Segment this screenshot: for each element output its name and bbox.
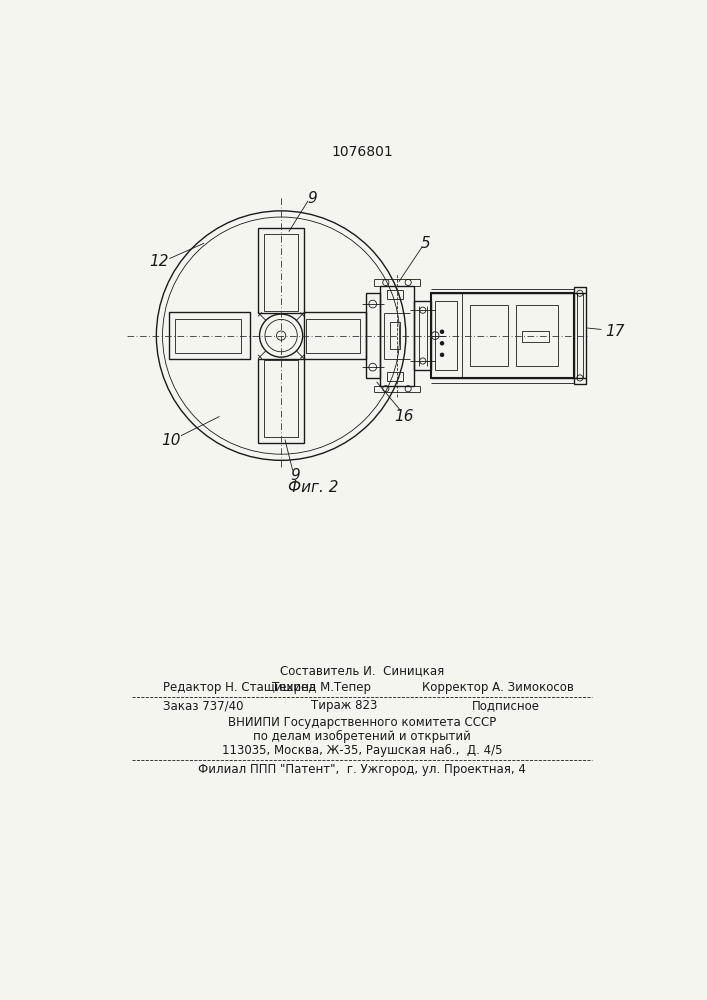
Text: Техред М.Тепер: Техред М.Тепер [271, 681, 370, 694]
Text: Филиал ППП "Патент",  г. Ужгород, ул. Проектная, 4: Филиал ППП "Патент", г. Ужгород, ул. Про… [198, 763, 526, 776]
Bar [258, 359, 304, 443]
Bar [431, 293, 573, 378]
Bar [264, 234, 298, 311]
Text: 10: 10 [161, 433, 181, 448]
Bar [380, 286, 414, 386]
Text: 16: 16 [395, 409, 414, 424]
Circle shape [440, 353, 443, 356]
Text: Заказ 737/40: Заказ 737/40 [163, 699, 244, 712]
Bar [304, 312, 366, 359]
Bar [522, 331, 549, 342]
Circle shape [440, 342, 443, 345]
Bar [170, 312, 250, 359]
Bar [469, 305, 508, 366]
Text: 12: 12 [150, 254, 169, 269]
Text: Корректор А. Зимокосов: Корректор А. Зимокосов [422, 681, 574, 694]
Text: 17: 17 [605, 324, 625, 339]
Bar [264, 360, 298, 437]
Bar [387, 372, 403, 381]
Text: ВНИИПИ Государственного комитета СССР: ВНИИПИ Государственного комитета СССР [228, 716, 496, 729]
Bar [390, 322, 399, 349]
Text: 9: 9 [290, 468, 300, 483]
Text: Тираж 823: Тираж 823 [311, 699, 378, 712]
Text: 1076801: 1076801 [331, 145, 393, 159]
Text: по делам изобретений и открытий: по делам изобретений и открытий [253, 730, 471, 743]
Bar [175, 319, 241, 353]
Text: 9: 9 [307, 191, 317, 206]
Bar [366, 293, 380, 378]
Circle shape [440, 330, 443, 333]
Bar [387, 290, 403, 299]
Text: 5: 5 [421, 236, 431, 251]
Bar [258, 228, 304, 312]
Bar [573, 287, 586, 384]
Bar [577, 293, 583, 378]
Bar [414, 301, 431, 370]
Bar [305, 319, 360, 353]
Text: Составитель И.  Синицкая: Составитель И. Синицкая [280, 664, 444, 677]
Bar [516, 305, 559, 366]
Text: Подписное: Подписное [472, 699, 540, 712]
Text: Редактор Н. Стащишина: Редактор Н. Стащишина [163, 681, 317, 694]
Text: 113035, Москва, Ж-35, Раушская наб.,  Д. 4/5: 113035, Москва, Ж-35, Раушская наб., Д. … [222, 744, 502, 757]
Text: Фиг. 2: Фиг. 2 [288, 480, 339, 495]
Bar [435, 301, 457, 370]
